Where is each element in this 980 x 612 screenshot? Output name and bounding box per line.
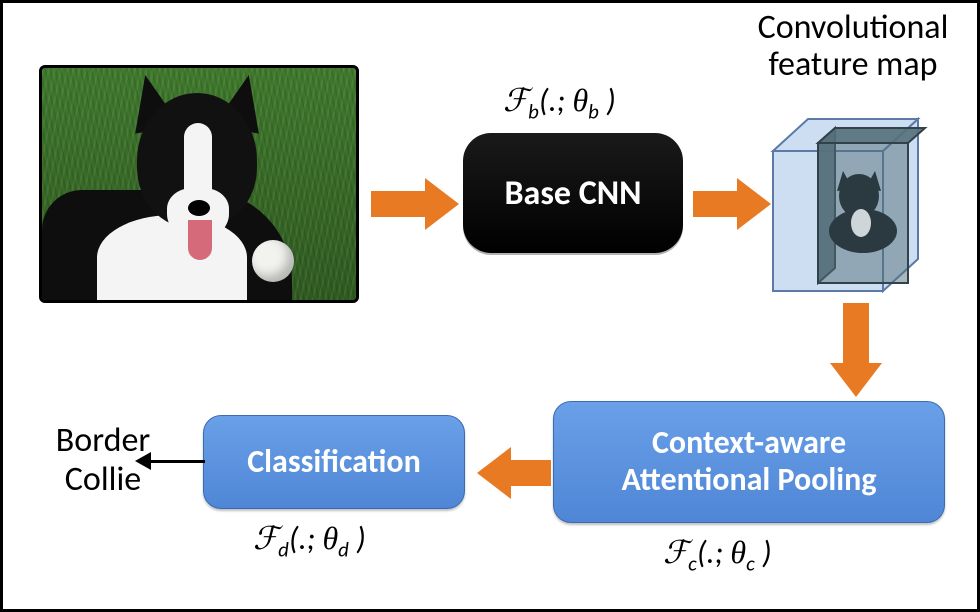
- base-cnn-label: Base CNN: [505, 173, 642, 214]
- dog-nose: [188, 200, 210, 216]
- ball-icon: [252, 240, 294, 282]
- diagram-canvas: Base CNN ℱb(.; θb ) Convolutional featur…: [0, 0, 980, 612]
- classification-label: Classification: [247, 444, 421, 481]
- output-label: Border Collie: [23, 421, 183, 499]
- arrow-input-to-cnn: [371, 178, 461, 230]
- dog-tongue: [188, 220, 212, 260]
- base-cnn-node: Base CNN: [463, 133, 683, 253]
- classification-node: Classification: [203, 415, 465, 509]
- math-fb-label: ℱb(.; θb ): [503, 81, 616, 124]
- cap-label: Context-aware Attentional Pooling: [622, 425, 877, 499]
- math-fc-label: ℱc(.; θc ): [663, 533, 772, 576]
- arrow-cnn-to-featuremap: [693, 178, 773, 230]
- context-aware-pooling-node: Context-aware Attentional Pooling: [553, 401, 945, 523]
- feature-map-node: [763, 111, 933, 296]
- math-fd-label: ℱd(.; θd ): [253, 519, 366, 562]
- arrow-featuremap-to-cap: [830, 303, 882, 399]
- input-image: [39, 65, 359, 303]
- arrow-cap-to-classification: [477, 447, 553, 499]
- featuremap-title: Convolutional feature map: [733, 9, 973, 84]
